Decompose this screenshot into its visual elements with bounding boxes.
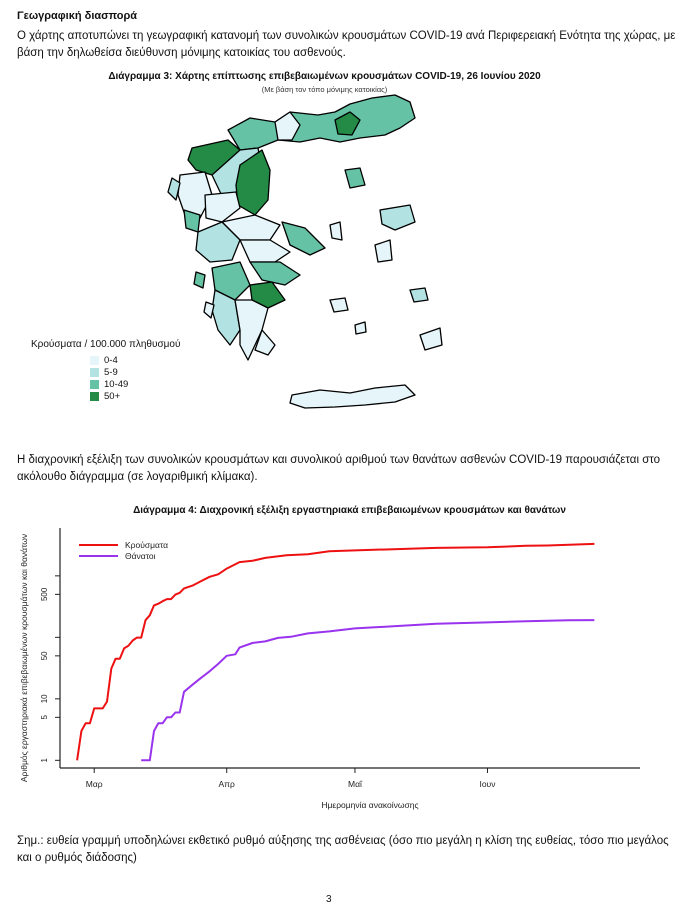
intro-paragraph: Ο χάρτης αποτυπώνει τη γεωγραφική κατανο… (17, 30, 676, 59)
page-number: 3 (326, 894, 332, 903)
cases-deaths-chart: 1 5 10 50 500 Μαρ Απρ Μαΐ Ιουν Ημερομηνία ανακοίν… (19, 528, 640, 810)
chart-title: Διάγραμμα 4: Διαχρονική εξέλιξη εργαστηρ… (133, 505, 566, 516)
y-tick-label: 50 (40, 651, 49, 660)
map-region (167, 177, 181, 201)
legend-label: 5-9 (104, 367, 118, 378)
map-region (249, 281, 286, 309)
map-legend-item: 50+ (90, 391, 120, 402)
legend-swatch (90, 368, 99, 377)
x-tick-label: Μαρ (86, 779, 103, 789)
map-legend-item: 5-9 (90, 367, 118, 378)
map-region (234, 299, 269, 361)
map-title: Διάγραμμα 3: Χάρτης επίπτωσης επιβεβαιωμ… (108, 71, 541, 82)
y-tick-label: 10 (40, 694, 49, 703)
note-paragraph: Σημ.: ευθεία γραμμή υποδηλώνει εκθετικό … (17, 835, 669, 864)
map-region (354, 321, 367, 335)
y-tick-label: 1 (40, 758, 49, 763)
map-region (249, 261, 301, 286)
x-tick-label: Ιουν (479, 779, 495, 789)
map-subtitle: (Με βάση τον τόπο μόνιμης κατοικίας) (261, 85, 388, 94)
legend-label: Κρούσματα (125, 540, 168, 550)
map-region (281, 221, 326, 256)
map-region (379, 204, 416, 231)
section-title: Γεωγραφική διασπορά (17, 10, 138, 22)
map-region (195, 221, 241, 263)
y-tick-label: 5 (40, 715, 49, 720)
legend-swatch (90, 380, 99, 389)
legend-label: Θάνατοι (125, 551, 156, 561)
legend-label: 50+ (104, 391, 121, 402)
map-region (193, 271, 206, 289)
map-region (254, 329, 276, 356)
map-region (329, 221, 343, 241)
map-legend-title: Κρούσματα / 100.000 πληθυσμού (31, 339, 181, 350)
legend-label: 10-49 (104, 379, 129, 390)
x-tick-label: Μαΐ (348, 779, 363, 789)
map-legend-item: 0-4 (90, 355, 118, 366)
map-region (227, 94, 416, 151)
map-region (274, 111, 301, 141)
greece-map (167, 94, 443, 409)
map-region (409, 287, 429, 303)
series-line-cases (76, 542, 595, 761)
x-axis-label: Ημερομηνία ανακοίνωσης (321, 800, 418, 810)
map-region (239, 239, 291, 263)
map-region (334, 111, 361, 136)
map-legend-item: 10-49 (90, 379, 128, 390)
map-region (344, 167, 366, 189)
y-axis-label: Αριθμός εργαστηριακά επιβεβαιωμένων κρου… (19, 534, 29, 782)
x-tick-label: Απρ (219, 779, 236, 789)
map-region (235, 149, 271, 216)
legend-label: 0-4 (104, 355, 118, 366)
legend-swatch (90, 356, 99, 365)
map-region (329, 297, 349, 313)
series-line-deaths (141, 619, 595, 762)
map-region (374, 239, 393, 263)
map-region (289, 384, 416, 409)
y-tick-label: 500 (40, 587, 49, 601)
chart-paragraph: Η διαχρονική εξέλιξη των συνολικών κρουσ… (17, 454, 661, 483)
map-region (211, 261, 251, 301)
legend-swatch (90, 392, 99, 401)
map-region (203, 301, 215, 319)
map-region (419, 327, 443, 351)
map-region (204, 191, 241, 223)
